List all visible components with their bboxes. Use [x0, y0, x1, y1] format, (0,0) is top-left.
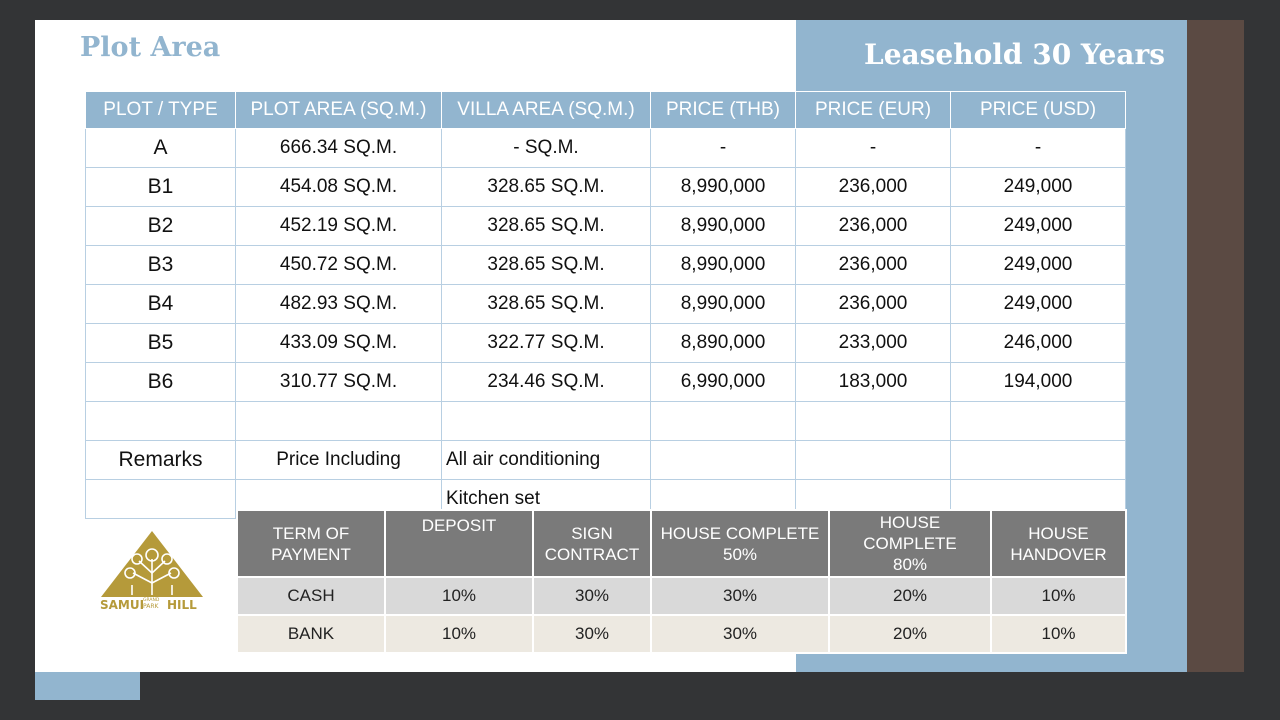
- table-cell: 234.46 SQ.M.: [441, 362, 651, 402]
- table-header-row: PLOT / TYPE PLOT AREA (SQ.M.) VILLA AREA…: [85, 91, 1126, 129]
- table-cell: A: [85, 128, 236, 168]
- table-cell: 249,000: [950, 284, 1126, 324]
- table-cell: 236,000: [795, 206, 951, 246]
- table-cell: 450.72 SQ.M.: [235, 245, 442, 285]
- column-header: VILLA AREA (SQ.M.): [441, 91, 651, 129]
- table-cell: B6: [85, 362, 236, 402]
- table-cell: 8,990,000: [650, 167, 796, 207]
- table-cell: -: [950, 128, 1126, 168]
- empty-row: [85, 401, 1126, 441]
- table-cell: 30%: [650, 614, 830, 654]
- table-row: B4 482.93 SQ.M. 328.65 SQ.M. 8,990,000 2…: [85, 284, 1126, 324]
- table-cell: 20%: [828, 614, 992, 654]
- corner-accent-block: [35, 672, 140, 700]
- table-cell: 233,000: [795, 323, 951, 363]
- logo-text-grand: GRAND: [143, 597, 160, 603]
- tree-icon: [124, 548, 180, 595]
- column-header: HOUSE HANDOVER: [990, 509, 1127, 578]
- table-cell: 433.09 SQ.M.: [235, 323, 442, 363]
- table-row: A 666.34 SQ.M. - SQ.M. - - -: [85, 128, 1126, 168]
- samui-grand-park-hill-logo: SAMUI GRAND PARK HILL: [97, 529, 207, 613]
- table-cell: 246,000: [950, 323, 1126, 363]
- table-cell: 236,000: [795, 245, 951, 285]
- table-cell: 10%: [384, 614, 534, 654]
- payment-terms-table: TERM OF PAYMENT DEPOSIT SIGN CONTRACT HO…: [236, 509, 1127, 654]
- table-row: BANK 10% 30% 30% 20% 10%: [236, 614, 1127, 654]
- table-cell: 30%: [532, 576, 652, 616]
- table-cell: 10%: [384, 576, 534, 616]
- table-cell: 236,000: [795, 167, 951, 207]
- table-cell: 249,000: [950, 245, 1126, 285]
- table-cell: 20%: [828, 576, 992, 616]
- table-cell: 666.34 SQ.M.: [235, 128, 442, 168]
- table-row: B2 452.19 SQ.M. 328.65 SQ.M. 8,990,000 2…: [85, 206, 1126, 246]
- table-cell: 322.77 SQ.M.: [441, 323, 651, 363]
- table-cell: B2: [85, 206, 236, 246]
- remarks-label: Remarks: [85, 440, 236, 480]
- column-header: TERM OF PAYMENT: [236, 509, 386, 578]
- lease-term-heading: Leasehold 30 Years: [864, 38, 1165, 71]
- table-cell: 10%: [990, 576, 1127, 616]
- column-header: SIGN CONTRACT: [532, 509, 652, 578]
- table-cell: 8,890,000: [650, 323, 796, 363]
- brown-accent-strip: [1187, 20, 1244, 672]
- table-cell: 328.65 SQ.M.: [441, 167, 651, 207]
- table-cell: 328.65 SQ.M.: [441, 284, 651, 324]
- price-including-label: Price Including: [235, 440, 442, 480]
- table-cell: B4: [85, 284, 236, 324]
- table-cell: 8,990,000: [650, 245, 796, 285]
- table-cell: B5: [85, 323, 236, 363]
- table-row: CASH 10% 30% 30% 20% 10%: [236, 576, 1127, 616]
- column-header: PRICE (THB): [650, 91, 796, 129]
- table-cell: -: [650, 128, 796, 168]
- table-row: B6 310.77 SQ.M. 234.46 SQ.M. 6,990,000 1…: [85, 362, 1126, 402]
- table-row: B1 454.08 SQ.M. 328.65 SQ.M. 8,990,000 2…: [85, 167, 1126, 207]
- remarks-row: Remarks Price Including All air conditio…: [85, 440, 1126, 480]
- column-header: PRICE (EUR): [795, 91, 951, 129]
- column-header: PLOT / TYPE: [85, 91, 236, 129]
- table-cell: 310.77 SQ.M.: [235, 362, 442, 402]
- table-cell: 8,990,000: [650, 284, 796, 324]
- table-cell: B3: [85, 245, 236, 285]
- table-cell: 194,000: [950, 362, 1126, 402]
- table-cell: - SQ.M.: [441, 128, 651, 168]
- table-cell: 236,000: [795, 284, 951, 324]
- table-cell: 454.08 SQ.M.: [235, 167, 442, 207]
- table-cell: B1: [85, 167, 236, 207]
- logo-text-park: PARK: [143, 603, 160, 610]
- column-header: HOUSE COMPLETE 50%: [650, 509, 830, 578]
- table-cell: 6,990,000: [650, 362, 796, 402]
- table-cell: 482.93 SQ.M.: [235, 284, 442, 324]
- column-header: HOUSE COMPLETE 80%: [828, 509, 992, 578]
- logo-text-hill: HILL: [167, 598, 197, 612]
- table-cell: 452.19 SQ.M.: [235, 206, 442, 246]
- table-cell: 249,000: [950, 167, 1126, 207]
- table-cell: BANK: [236, 614, 386, 654]
- logo-text-samui: SAMUI: [100, 598, 144, 612]
- included-item: All air conditioning: [441, 440, 651, 480]
- page-title: Plot Area: [80, 32, 221, 63]
- payment-header-row: TERM OF PAYMENT DEPOSIT SIGN CONTRACT HO…: [236, 509, 1127, 578]
- table-cell: 249,000: [950, 206, 1126, 246]
- column-header: DEPOSIT: [384, 509, 534, 578]
- column-header: PLOT AREA (SQ.M.): [235, 91, 442, 129]
- column-header: PRICE (USD): [950, 91, 1126, 129]
- table-cell: 30%: [532, 614, 652, 654]
- table-cell: 30%: [650, 576, 830, 616]
- table-cell: 183,000: [795, 362, 951, 402]
- table-cell: 328.65 SQ.M.: [441, 245, 651, 285]
- plot-price-table: PLOT / TYPE PLOT AREA (SQ.M.) VILLA AREA…: [85, 91, 1126, 519]
- table-cell: 328.65 SQ.M.: [441, 206, 651, 246]
- table-row: B3 450.72 SQ.M. 328.65 SQ.M. 8,990,000 2…: [85, 245, 1126, 285]
- table-cell: CASH: [236, 576, 386, 616]
- table-row: B5 433.09 SQ.M. 322.77 SQ.M. 8,890,000 2…: [85, 323, 1126, 363]
- table-cell: -: [795, 128, 951, 168]
- table-cell: 10%: [990, 614, 1127, 654]
- table-cell: 8,990,000: [650, 206, 796, 246]
